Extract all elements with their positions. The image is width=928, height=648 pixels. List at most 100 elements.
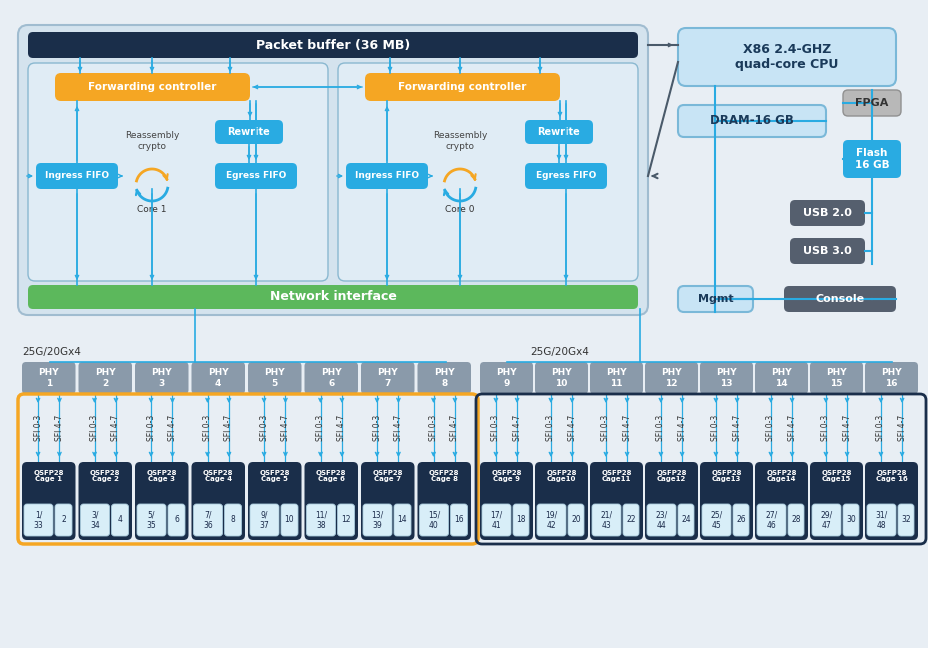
Text: 12: 12 xyxy=(341,516,351,524)
Text: 1/
33: 1/ 33 xyxy=(33,511,44,529)
Text: QSFP28
Cage15: QSFP28 Cage15 xyxy=(820,470,851,483)
Text: Rewrite: Rewrite xyxy=(537,127,580,137)
FancyBboxPatch shape xyxy=(193,504,223,536)
Text: PHY
3: PHY 3 xyxy=(151,368,172,388)
Text: 25/
45: 25/ 45 xyxy=(710,511,722,529)
Text: Core 1: Core 1 xyxy=(137,205,166,213)
Text: Flash
16 GB: Flash 16 GB xyxy=(854,148,888,170)
Text: QSFP28
Cage 1: QSFP28 Cage 1 xyxy=(33,470,64,483)
FancyBboxPatch shape xyxy=(225,504,241,536)
Text: QSFP28
Cage 2: QSFP28 Cage 2 xyxy=(90,470,121,483)
FancyBboxPatch shape xyxy=(809,362,862,394)
FancyBboxPatch shape xyxy=(338,63,638,281)
Text: PHY
5: PHY 5 xyxy=(264,368,285,388)
FancyBboxPatch shape xyxy=(55,504,72,536)
Text: PHY
14: PHY 14 xyxy=(770,368,791,388)
Text: 15/
40: 15/ 40 xyxy=(428,511,440,529)
Text: SFI 0-3: SFI 0-3 xyxy=(316,415,325,441)
FancyBboxPatch shape xyxy=(393,504,410,536)
Text: SFI 0-3: SFI 0-3 xyxy=(875,415,884,441)
Text: PHY
7: PHY 7 xyxy=(377,368,397,388)
FancyBboxPatch shape xyxy=(644,362,697,394)
Text: 24: 24 xyxy=(680,516,690,524)
Text: SFI 4-7: SFI 4-7 xyxy=(337,415,346,441)
FancyBboxPatch shape xyxy=(699,362,753,394)
Text: Forwarding controller: Forwarding controller xyxy=(398,82,526,92)
FancyBboxPatch shape xyxy=(589,462,642,540)
FancyBboxPatch shape xyxy=(842,140,900,178)
Text: SFI 4-7: SFI 4-7 xyxy=(512,415,521,441)
FancyBboxPatch shape xyxy=(644,462,697,540)
FancyBboxPatch shape xyxy=(732,504,748,536)
FancyBboxPatch shape xyxy=(756,504,785,536)
Text: Egress FIFO: Egress FIFO xyxy=(535,172,596,181)
Text: QSFP28
Cage 16: QSFP28 Cage 16 xyxy=(875,470,907,483)
Text: QSFP28
Cage 8: QSFP28 Cage 8 xyxy=(429,470,459,483)
FancyBboxPatch shape xyxy=(81,504,110,536)
Text: Ingress FIFO: Ingress FIFO xyxy=(45,172,109,181)
FancyBboxPatch shape xyxy=(480,462,533,540)
FancyBboxPatch shape xyxy=(842,504,858,536)
Text: SFI 0-3: SFI 0-3 xyxy=(820,415,830,441)
Text: SFI 4-7: SFI 4-7 xyxy=(842,415,851,441)
Text: DRAM-16 GB: DRAM-16 GB xyxy=(709,115,793,128)
Text: SFI 4-7: SFI 4-7 xyxy=(732,415,741,441)
Text: X86 2.4-GHZ
quad-core CPU: X86 2.4-GHZ quad-core CPU xyxy=(735,43,838,71)
FancyBboxPatch shape xyxy=(897,504,913,536)
FancyBboxPatch shape xyxy=(337,504,354,536)
Text: QSFP28
Cage 7: QSFP28 Cage 7 xyxy=(372,470,403,483)
Text: SFI 4-7: SFI 4-7 xyxy=(225,415,233,441)
FancyBboxPatch shape xyxy=(524,163,606,189)
FancyBboxPatch shape xyxy=(135,362,188,394)
Text: 19/
42: 19/ 42 xyxy=(545,511,557,529)
Text: SFI 0-3: SFI 0-3 xyxy=(147,415,155,441)
FancyBboxPatch shape xyxy=(524,120,592,144)
FancyBboxPatch shape xyxy=(250,504,278,536)
FancyBboxPatch shape xyxy=(191,462,245,540)
Text: QSFP28
Cage14: QSFP28 Cage14 xyxy=(766,470,796,483)
Text: 20: 20 xyxy=(571,516,580,524)
Text: PHY
4: PHY 4 xyxy=(208,368,228,388)
Text: SFI 4-7: SFI 4-7 xyxy=(393,415,403,441)
Text: PHY
1: PHY 1 xyxy=(38,368,59,388)
FancyBboxPatch shape xyxy=(535,462,587,540)
FancyBboxPatch shape xyxy=(754,362,807,394)
FancyBboxPatch shape xyxy=(789,238,864,264)
FancyBboxPatch shape xyxy=(842,90,900,116)
FancyBboxPatch shape xyxy=(864,362,917,394)
Text: 21/
43: 21/ 43 xyxy=(599,511,612,529)
Text: 25G/20Gx4: 25G/20Gx4 xyxy=(530,347,588,357)
Text: FPGA: FPGA xyxy=(855,98,888,108)
Text: Egress FIFO: Egress FIFO xyxy=(226,172,286,181)
Text: QSFP28
Cage 5: QSFP28 Cage 5 xyxy=(259,470,290,483)
Text: Network interface: Network interface xyxy=(269,290,396,303)
FancyBboxPatch shape xyxy=(78,462,132,540)
FancyBboxPatch shape xyxy=(811,504,840,536)
FancyBboxPatch shape xyxy=(306,504,335,536)
Text: 32: 32 xyxy=(900,516,909,524)
FancyBboxPatch shape xyxy=(18,25,648,315)
Text: USB 3.0: USB 3.0 xyxy=(803,246,851,256)
Text: SFI 4-7: SFI 4-7 xyxy=(896,415,906,441)
Text: SFI 0-3: SFI 0-3 xyxy=(429,415,438,441)
Text: 4: 4 xyxy=(118,516,122,524)
FancyBboxPatch shape xyxy=(191,362,245,394)
FancyBboxPatch shape xyxy=(136,504,166,536)
FancyBboxPatch shape xyxy=(214,163,297,189)
FancyBboxPatch shape xyxy=(78,362,132,394)
Text: 18: 18 xyxy=(516,516,525,524)
FancyBboxPatch shape xyxy=(535,362,587,394)
Text: SFI 4-7: SFI 4-7 xyxy=(111,415,121,441)
FancyBboxPatch shape xyxy=(754,462,807,540)
Text: 10: 10 xyxy=(284,516,294,524)
Text: SFI 4-7: SFI 4-7 xyxy=(567,415,576,441)
Text: 9/
37: 9/ 37 xyxy=(259,511,269,529)
FancyBboxPatch shape xyxy=(28,63,328,281)
FancyBboxPatch shape xyxy=(677,504,693,536)
FancyBboxPatch shape xyxy=(864,462,917,540)
FancyBboxPatch shape xyxy=(214,120,283,144)
Text: 17/
41: 17/ 41 xyxy=(490,511,502,529)
Text: 3/
34: 3/ 34 xyxy=(90,511,100,529)
Text: 22: 22 xyxy=(625,516,635,524)
Text: PHY
15: PHY 15 xyxy=(825,368,846,388)
